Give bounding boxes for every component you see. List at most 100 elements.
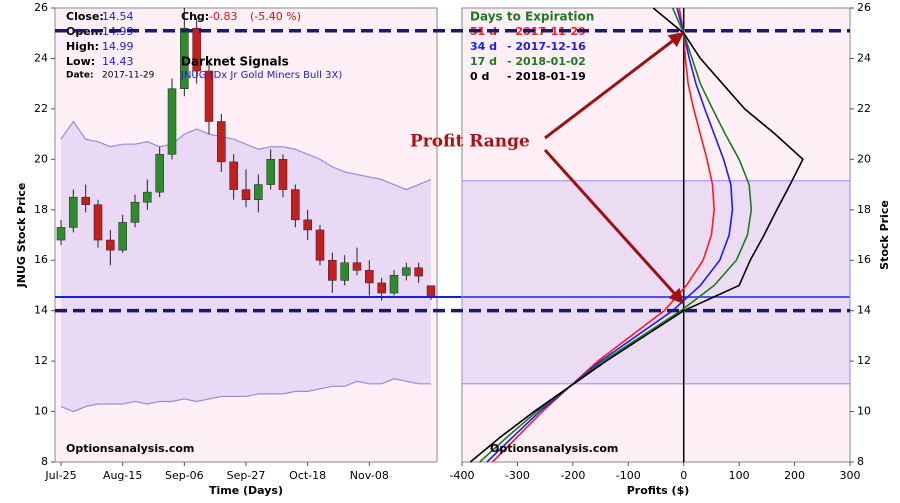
legend-label: 51 d bbox=[470, 25, 497, 38]
candle-body bbox=[241, 189, 251, 200]
y-tick-label: 24 bbox=[34, 51, 48, 64]
y-tick-label: 26 bbox=[34, 1, 48, 14]
y-tick-label: 12 bbox=[34, 354, 48, 367]
watermark: Optionsanalysis.com bbox=[490, 442, 618, 455]
x-tick-label: Nov-08 bbox=[350, 469, 389, 482]
candle-body bbox=[229, 161, 238, 190]
x-tick-label: Oct-18 bbox=[289, 469, 326, 482]
candle-body bbox=[315, 229, 325, 261]
candle-body bbox=[340, 262, 349, 281]
y-tick-label: 14 bbox=[34, 304, 48, 317]
candle-body bbox=[352, 262, 362, 271]
candle-body bbox=[106, 239, 115, 251]
x-tick-label: Jul-25 bbox=[44, 469, 76, 482]
candle-body bbox=[130, 201, 140, 223]
arrow bbox=[543, 148, 685, 305]
x-tick-label: -200 bbox=[560, 469, 585, 482]
info-value: 2017-11-29 bbox=[102, 71, 155, 81]
x-tick-label: Sep-27 bbox=[227, 469, 266, 482]
watermark: Optionsanalysis.com bbox=[66, 442, 194, 455]
info-label: Close: bbox=[66, 10, 104, 23]
legend-label: 17 d bbox=[470, 55, 497, 68]
candle-body bbox=[365, 270, 374, 284]
candle-body bbox=[266, 159, 275, 185]
y-tick-label: 16 bbox=[34, 253, 48, 266]
x-tick-label: 200 bbox=[784, 469, 805, 482]
change-label: Chg: bbox=[181, 10, 209, 23]
candle-body bbox=[278, 159, 288, 190]
legend-label: 34 d bbox=[470, 40, 497, 53]
candle-body bbox=[69, 196, 78, 228]
x-axis-title: Profits ($) bbox=[627, 484, 690, 497]
candle-body bbox=[254, 184, 263, 200]
right-plot-area bbox=[461, 7, 851, 463]
candle-body bbox=[389, 275, 399, 294]
candle-body bbox=[180, 27, 189, 89]
y-tick-label: 20 bbox=[34, 152, 48, 165]
y-axis-title: JNUG Stock Price bbox=[15, 183, 28, 289]
x-tick-label: Sep-06 bbox=[165, 469, 204, 482]
y-tick-label: 18 bbox=[34, 203, 48, 216]
change-percent: (-5.40 %) bbox=[250, 10, 301, 23]
y-tick-label: 22 bbox=[34, 102, 48, 115]
x-tick-label: 100 bbox=[729, 469, 750, 482]
y-tick-label: 26 bbox=[857, 1, 871, 14]
candle-body bbox=[303, 219, 312, 231]
candle-body bbox=[328, 259, 337, 281]
candle-body bbox=[56, 227, 66, 241]
info-value: 14.43 bbox=[102, 55, 134, 68]
subtitle: Darknet Signals bbox=[181, 55, 289, 69]
arrow bbox=[544, 31, 685, 140]
candle-body bbox=[155, 154, 164, 193]
band-line bbox=[60, 120, 432, 191]
y-tick-label: 16 bbox=[857, 253, 871, 266]
band-line bbox=[60, 378, 431, 413]
candle-body bbox=[143, 191, 152, 203]
info-value: 14.54 bbox=[102, 10, 134, 23]
y-tick-label: 10 bbox=[34, 405, 48, 418]
price-band bbox=[461, 180, 851, 385]
candle-body bbox=[291, 189, 300, 221]
y-tick-label: 24 bbox=[857, 51, 871, 64]
legend-expiration: - 2018-01-19 bbox=[507, 70, 586, 83]
y-tick-label: 14 bbox=[857, 304, 871, 317]
legend-expiration: - 2018-01-02 bbox=[507, 55, 586, 68]
candle-body bbox=[204, 70, 214, 122]
x-tick-label: -300 bbox=[505, 469, 530, 482]
candle-body bbox=[81, 196, 90, 205]
x-tick-label: Aug-15 bbox=[103, 469, 142, 482]
volatility-band bbox=[61, 121, 431, 412]
x-tick-label: -400 bbox=[450, 469, 475, 482]
candle-body bbox=[217, 121, 226, 163]
candle-body bbox=[192, 27, 201, 72]
change-value: -0.83 bbox=[209, 10, 237, 23]
y-tick-label: 18 bbox=[857, 203, 871, 216]
candle-body bbox=[402, 267, 411, 276]
y-tick-label: 8 bbox=[857, 455, 864, 468]
candle-body bbox=[414, 267, 423, 277]
legend-label: 0 d bbox=[470, 70, 489, 83]
candle-body bbox=[93, 204, 103, 241]
x-tick-label: 0 bbox=[680, 469, 687, 482]
info-value: 14.99 bbox=[102, 40, 134, 53]
legend-expiration: - 2017-12-16 bbox=[507, 40, 586, 53]
x-tick-label: 300 bbox=[840, 469, 861, 482]
y-tick-label: 10 bbox=[857, 405, 871, 418]
y-axis-title: Stock Price bbox=[878, 200, 891, 270]
y-tick-label: 20 bbox=[857, 152, 871, 165]
y-tick-label: 22 bbox=[857, 102, 871, 115]
candle-body bbox=[426, 285, 436, 298]
symbol: JNUG (Dx Jr Gold Miners Bull 3X) bbox=[180, 70, 342, 81]
y-tick-label: 12 bbox=[857, 354, 871, 367]
y-tick-label: 8 bbox=[41, 455, 48, 468]
info-label: Date: bbox=[66, 71, 94, 81]
candle-body bbox=[377, 282, 386, 294]
info-label: Low: bbox=[66, 55, 95, 68]
info-label: High: bbox=[66, 40, 99, 53]
profit-curve bbox=[469, 7, 804, 463]
x-tick-label: -100 bbox=[616, 469, 641, 482]
legend-title: Days to Expiration bbox=[470, 10, 594, 24]
candle-body bbox=[167, 88, 177, 155]
candle-body bbox=[118, 222, 127, 251]
